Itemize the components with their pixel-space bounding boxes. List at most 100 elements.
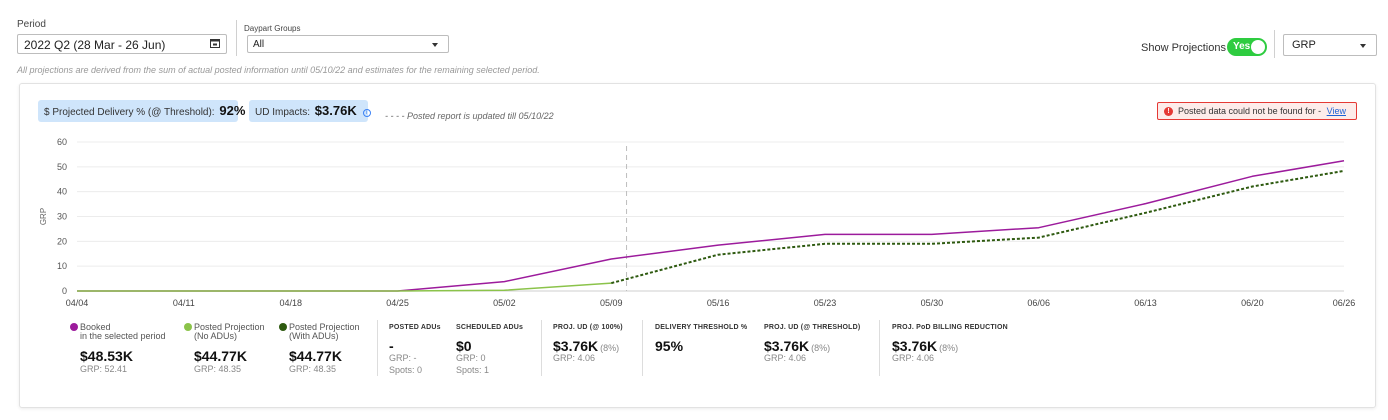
proj-ud-threshold-header: PROJ. UD (@ THRESHOLD) bbox=[764, 324, 861, 331]
show-projections-label: Show Projections bbox=[1141, 42, 1226, 54]
scheduled-adus-grp: GRP: 0 bbox=[456, 353, 486, 363]
booked-grp: GRP: 52.41 bbox=[80, 364, 128, 374]
posted-adus-spots: Spots: 0 bbox=[389, 365, 423, 375]
scheduled-adus-value: $0 bbox=[456, 338, 472, 354]
no-adus-grp: GRP: 48.35 bbox=[194, 364, 242, 374]
billing-reduction-grp: GRP: 4.06 bbox=[892, 353, 935, 363]
no-adus-legend-line2: (No ADUs) bbox=[194, 331, 238, 341]
calendar-icon[interactable] bbox=[210, 38, 220, 48]
no-adus-legend-line1: Posted Projection bbox=[194, 322, 265, 332]
x-tick-label: 06/06 bbox=[1027, 298, 1050, 308]
grp-line-chart: 0 10 20 30 40 50 60 GRP 04/04 04/11 04/18 04/25 05/0… bbox=[39, 137, 1355, 308]
chevron-down-icon bbox=[432, 43, 438, 47]
period-picker[interactable]: 2022 Q2 (28 Mar - 26 Jun) bbox=[17, 34, 227, 54]
proj-ud-100-header: PROJ. UD (@ 100%) bbox=[553, 324, 623, 331]
proj-ud-threshold-amount: $3.76K bbox=[764, 338, 810, 354]
proj-ud-threshold-pct: (8%) bbox=[811, 343, 831, 353]
alert-text: Posted data could not be found for - bbox=[1178, 106, 1322, 116]
posted-data-alert: ! Posted data could not be found for - V… bbox=[1157, 102, 1357, 120]
y-tick-label: 50 bbox=[57, 162, 67, 172]
x-tick-label: 04/18 bbox=[279, 298, 302, 308]
delivery-threshold-header: DELIVERY THRESHOLD % bbox=[655, 324, 748, 331]
x-tick-label: 04/25 bbox=[386, 298, 409, 308]
info-icon[interactable]: i bbox=[362, 109, 371, 117]
series-line bbox=[77, 160, 1345, 292]
with-adus-legend-label: Posted Projection (With ADUs) bbox=[289, 323, 360, 341]
posted-adus-header: POSTED ADUs bbox=[389, 324, 441, 331]
show-projections-toggle[interactable]: Yes bbox=[1227, 38, 1267, 56]
booked-legend-line2: in the selected period bbox=[80, 331, 166, 341]
booked-value: $48.53K bbox=[80, 348, 133, 364]
x-tick-label: 04/04 bbox=[66, 298, 89, 308]
with-adus-legend-dot bbox=[279, 323, 287, 331]
alert-view-link[interactable]: View bbox=[1326, 106, 1346, 116]
projected-delivery-label: $ Projected Delivery % (@ Threshold): bbox=[44, 107, 215, 118]
metric-value: GRP bbox=[1292, 39, 1316, 51]
stats-separator bbox=[377, 320, 378, 376]
ud-impacts-chip: UD Impacts: $3.76K i bbox=[249, 100, 371, 122]
proj-ud-100-grp: GRP: 4.06 bbox=[553, 353, 596, 363]
stats-separator bbox=[642, 320, 643, 376]
period-label: Period bbox=[17, 19, 46, 30]
billing-reduction-header: PROJ. PoD BILLING REDUCTION bbox=[892, 324, 1008, 331]
daypart-value: All bbox=[253, 39, 265, 50]
posted-report-note: - - - - Posted report is updated till 05… bbox=[385, 111, 554, 121]
with-adus-value: $44.77K bbox=[289, 348, 342, 364]
toggle-knob bbox=[1251, 40, 1265, 54]
x-tick-label: 05/02 bbox=[493, 298, 516, 308]
toggle-divider bbox=[1274, 30, 1275, 58]
proj-ud-100-amount: $3.76K bbox=[553, 338, 599, 354]
proj-ud-100-value: $3.76K (8%) bbox=[553, 338, 619, 354]
daypart-label: Daypart Groups bbox=[244, 24, 301, 33]
posted-adus-value: - bbox=[389, 338, 394, 354]
y-tick-label: 0 bbox=[62, 286, 67, 296]
stats-separator bbox=[879, 320, 880, 376]
billing-reduction-value: $3.76K (8%) bbox=[892, 338, 958, 354]
no-adus-value: $44.77K bbox=[194, 348, 247, 364]
proj-ud-100-pct: (8%) bbox=[600, 343, 620, 353]
with-adus-legend-line1: Posted Projection bbox=[289, 322, 360, 332]
no-adus-legend-label: Posted Projection (No ADUs) bbox=[194, 323, 265, 341]
x-tick-label: 05/30 bbox=[921, 298, 944, 308]
period-value: 2022 Q2 (28 Mar - 26 Jun) bbox=[24, 38, 166, 52]
projected-delivery-chip: $ Projected Delivery % (@ Threshold): 92… bbox=[38, 100, 260, 122]
projected-delivery-value: 92% bbox=[219, 103, 246, 118]
billing-reduction-pct: (8%) bbox=[939, 343, 959, 353]
y-tick-label: 10 bbox=[57, 261, 67, 271]
y-tick-label: 40 bbox=[57, 187, 67, 197]
posted-adus-grp: GRP: - bbox=[389, 353, 417, 363]
ud-impacts-label: UD Impacts: bbox=[255, 107, 311, 118]
x-tick-label: 05/16 bbox=[707, 298, 730, 308]
with-adus-grp: GRP: 48.35 bbox=[289, 364, 337, 374]
y-tick-label: 30 bbox=[57, 212, 67, 222]
x-tick-label: 06/13 bbox=[1134, 298, 1157, 308]
scheduled-adus-header: SCHEDULED ADUs bbox=[456, 324, 524, 331]
no-adus-legend-dot bbox=[184, 323, 192, 331]
projection-note: All projections are derived from the sum… bbox=[17, 65, 540, 75]
y-axis-label: GRP bbox=[39, 208, 48, 225]
y-tick-label: 60 bbox=[57, 137, 67, 147]
stats-separator bbox=[541, 320, 542, 376]
metric-select[interactable]: GRP bbox=[1283, 34, 1377, 56]
with-adus-legend-line2: (With ADUs) bbox=[289, 331, 339, 341]
billing-reduction-amount: $3.76K bbox=[892, 338, 938, 354]
chevron-down-icon bbox=[1360, 44, 1366, 48]
error-icon: ! bbox=[1164, 107, 1173, 116]
x-tick-label: 06/20 bbox=[1241, 298, 1264, 308]
daypart-select[interactable]: All bbox=[247, 35, 449, 53]
booked-legend-label: Booked in the selected period bbox=[80, 323, 166, 341]
chart-card bbox=[19, 83, 1376, 408]
x-tick-label: 05/09 bbox=[600, 298, 623, 308]
booked-legend-line1: Booked bbox=[80, 322, 111, 332]
toggle-text: Yes bbox=[1233, 41, 1251, 52]
series-line bbox=[77, 282, 612, 292]
x-tick-label: 04/11 bbox=[173, 298, 195, 308]
filter-divider bbox=[236, 20, 237, 56]
delivery-threshold-value: 95% bbox=[655, 338, 684, 354]
proj-ud-threshold-value: $3.76K (8%) bbox=[764, 338, 830, 354]
proj-ud-threshold-grp: GRP: 4.06 bbox=[764, 353, 807, 363]
x-tick-label: 05/23 bbox=[814, 298, 837, 308]
ud-impacts-value: $3.76K bbox=[314, 103, 357, 118]
y-tick-label: 20 bbox=[57, 236, 67, 246]
booked-legend-dot bbox=[70, 323, 78, 331]
